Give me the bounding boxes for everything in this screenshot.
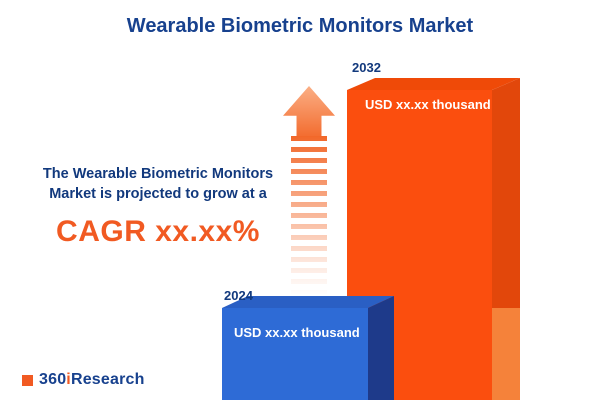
bar-2024-year-label: 2024	[224, 288, 253, 303]
growth-annotation: The Wearable Biometric Monitors Market i…	[18, 165, 298, 253]
annotation-line-2: Market is projected to grow at a	[49, 185, 267, 202]
bar-2032-top-face	[347, 78, 520, 90]
logo-part-360: 360	[39, 371, 67, 388]
annotation-line-1: The Wearable Biometric Monitors	[42, 166, 274, 182]
logo-part-i: i	[66, 371, 71, 388]
cagr-value: CAGR xx.xx%	[56, 215, 260, 249]
bar-2024-side-face	[368, 296, 394, 400]
arrow-trail-fade	[289, 136, 329, 296]
logo-square-icon	[22, 374, 33, 386]
bar-2024-value-label: USD xx.xx thousand	[234, 325, 360, 340]
logo-text: 360iResearch	[39, 371, 145, 389]
bar-2032-value-label: USD xx.xx thousand	[365, 97, 491, 112]
logo-part-research: Research	[70, 371, 145, 388]
bar-2032-year-label: 2032	[352, 60, 381, 75]
up-arrow-icon	[283, 86, 335, 140]
page-title: Wearable Biometric Monitors Market	[126, 15, 474, 37]
bar-2032-side-face	[492, 78, 520, 400]
brand-logo: 360iResearch	[22, 371, 145, 389]
bar-2024-top-face	[222, 296, 394, 308]
bar-2024	[222, 308, 368, 400]
